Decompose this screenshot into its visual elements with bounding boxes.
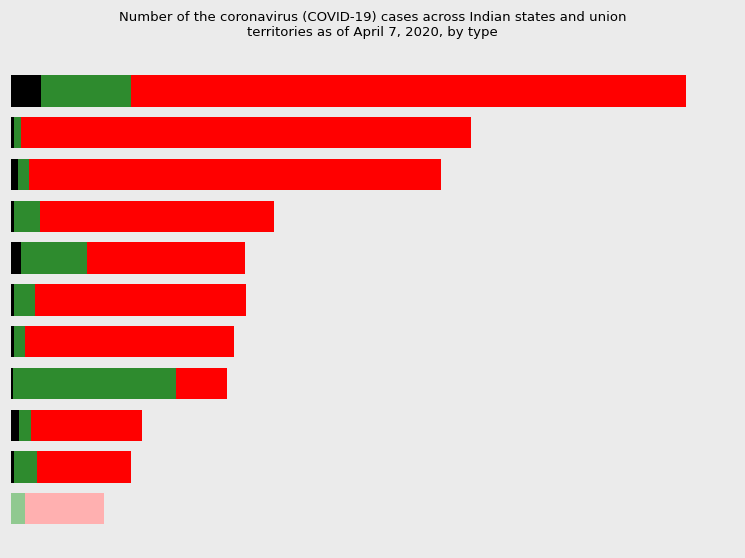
Bar (19, 410, 31, 441)
Bar (11, 159, 18, 190)
Bar (11, 368, 13, 399)
Bar (11, 326, 14, 357)
Bar (39, 200, 274, 232)
Bar (11, 242, 22, 274)
Bar (13, 368, 176, 399)
Bar (11, 410, 19, 441)
Bar (14, 326, 25, 357)
Bar (22, 242, 87, 274)
Bar (87, 242, 244, 274)
Title: Number of the coronavirus (COVID-19) cases across Indian states and union
territ: Number of the coronavirus (COVID-19) cas… (118, 11, 627, 39)
Bar (35, 284, 246, 315)
Bar (14, 451, 37, 483)
Bar (11, 284, 14, 315)
Bar (11, 75, 41, 107)
Bar (25, 326, 235, 357)
Bar (130, 75, 685, 107)
Bar (14, 284, 35, 315)
Bar (11, 493, 25, 525)
Bar (11, 117, 14, 148)
Bar (11, 200, 14, 232)
Bar (11, 451, 14, 483)
Bar (31, 410, 142, 441)
Bar (18, 159, 29, 190)
Bar (29, 159, 441, 190)
Bar (14, 200, 39, 232)
Bar (14, 117, 22, 148)
Bar (37, 451, 130, 483)
Bar (22, 117, 471, 148)
Bar (41, 75, 130, 107)
Bar (176, 368, 227, 399)
Bar (25, 493, 104, 525)
